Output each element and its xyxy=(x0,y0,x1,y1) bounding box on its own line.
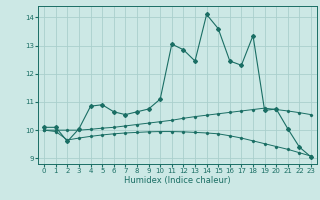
X-axis label: Humidex (Indice chaleur): Humidex (Indice chaleur) xyxy=(124,176,231,185)
